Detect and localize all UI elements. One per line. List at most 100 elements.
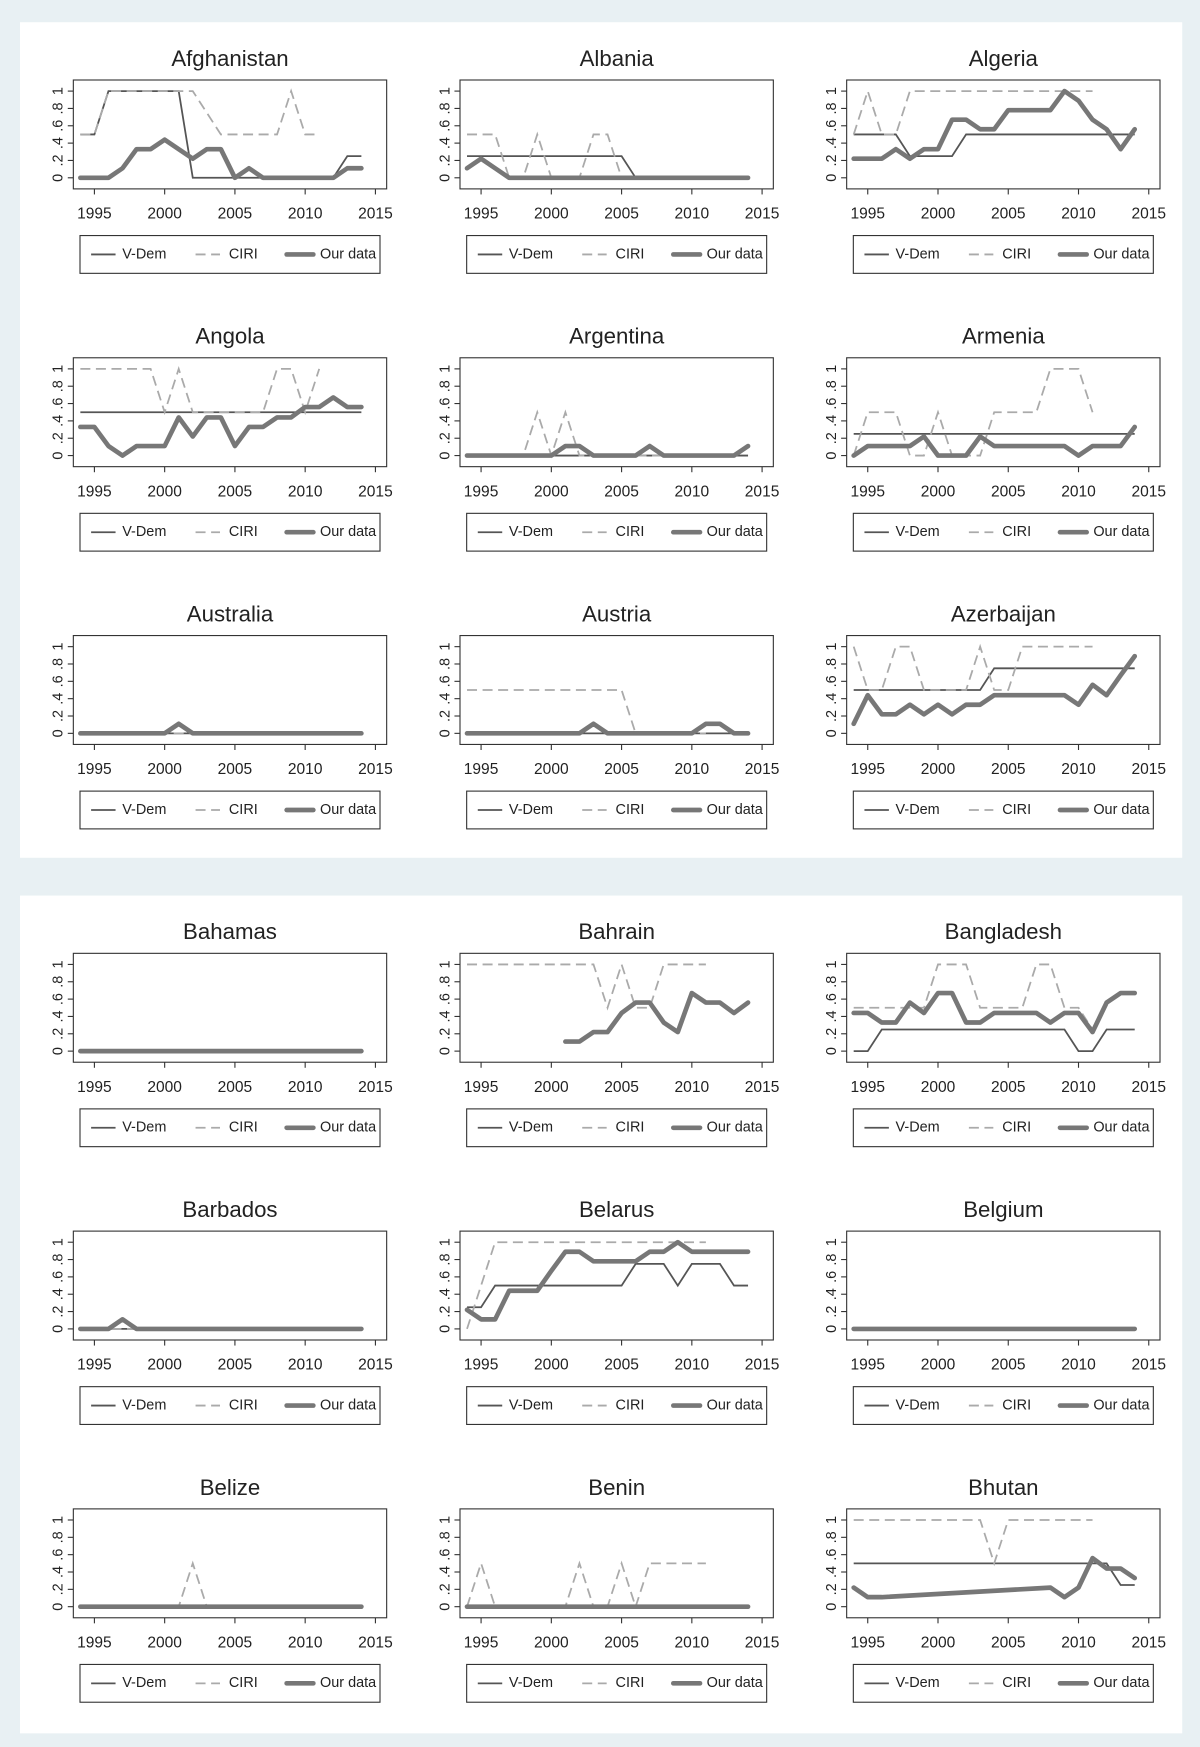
legend-label: Our data [1093, 1397, 1150, 1413]
legend-label: CIRI [616, 1675, 645, 1691]
x-tick-label: 1995 [464, 1357, 499, 1374]
legend-label: CIRI [229, 524, 258, 540]
x-tick-label: 2015 [358, 1357, 393, 1374]
legend [79, 790, 381, 830]
y-tick-label: .4 [437, 415, 453, 427]
legend-label: Our data [707, 1397, 764, 1413]
y-tick-label: .8 [437, 102, 453, 114]
x-tick-label: 2000 [147, 1079, 182, 1096]
x-tick-label: 2000 [534, 1357, 569, 1374]
y-tick-label: .6 [51, 675, 67, 687]
small-chart: Bhutan 1995 2000 2005 2010 2015 0 .2 .4 .6 .8 1 V-De… [824, 1475, 1166, 1703]
x-tick-label: 2000 [921, 1634, 956, 1651]
series-line [80, 365, 321, 416]
series-line [466, 1241, 706, 1330]
series-line [852, 367, 1094, 457]
series-line [78, 721, 364, 736]
chart-title: Benin [588, 1475, 645, 1500]
y-tick-label: 1 [824, 960, 840, 968]
x-tick-label: 2015 [358, 1079, 393, 1096]
series-line [853, 667, 1135, 691]
x-tick-label: 2015 [358, 761, 393, 778]
y-tick-label: .2 [437, 1583, 453, 1595]
y-tick-label: .4 [824, 1010, 840, 1022]
legend-label: V-Dem [896, 802, 940, 818]
y-tick-label: .4 [437, 1566, 453, 1578]
chart-title: Algeria [969, 46, 1039, 71]
chart-title: Bhutan [968, 1475, 1038, 1500]
y-tick-label: .8 [824, 658, 840, 670]
legend-label: V-Dem [509, 1397, 553, 1413]
chart-title: Albania [580, 46, 655, 71]
y-tick-label: .4 [437, 1010, 453, 1022]
small-chart: Benin 1995 2000 2005 2010 2015 0 .2 .4 .6 .8 1 V-Dem… [437, 1475, 779, 1703]
legend-label: CIRI [616, 1120, 645, 1136]
x-tick-label: 2000 [921, 761, 956, 778]
y-tick-label: .8 [437, 976, 453, 988]
y-tick-label: 1 [51, 960, 67, 968]
y-tick-label: 0 [437, 729, 453, 737]
y-tick-label: .4 [437, 1288, 453, 1300]
legend [852, 512, 1154, 552]
series-line [464, 443, 751, 458]
y-tick-label: .8 [51, 1254, 67, 1266]
x-tick-label: 1995 [77, 1634, 112, 1651]
x-tick-label: 2005 [991, 761, 1026, 778]
plot-area [459, 79, 774, 190]
x-tick-label: 2010 [1061, 1079, 1096, 1096]
x-tick-label: 2010 [675, 483, 710, 500]
x-tick-label: 2015 [1131, 1357, 1166, 1374]
series-line [851, 88, 1138, 162]
small-chart: Afghanistan 1995 2000 2005 2010 2015 0 .2 .4 .6 .8… [51, 46, 393, 274]
x-tick-label: 2000 [921, 1357, 956, 1374]
x-tick-label: 2000 [147, 1357, 182, 1374]
y-tick-label: .4 [824, 137, 840, 149]
y-tick-label: .4 [51, 1288, 67, 1300]
series-line [853, 1028, 1135, 1053]
y-tick-label: 0 [437, 452, 453, 460]
chart-title: Bangladesh [945, 919, 1062, 944]
x-tick-label: 2015 [1131, 761, 1166, 778]
legend [466, 790, 768, 830]
small-chart: Algeria 1995 2000 2005 2010 2015 0 .2 .4 .6 .8 1 V-D… [824, 46, 1166, 274]
x-tick-label: 2015 [1131, 1634, 1166, 1651]
legend [852, 790, 1154, 830]
legend-label: Our data [1093, 1120, 1150, 1136]
legend [79, 234, 381, 274]
y-tick-label: .8 [824, 380, 840, 392]
x-tick-label: 1995 [850, 206, 885, 223]
y-tick-label: 1 [437, 365, 453, 373]
legend-label: CIRI [1002, 246, 1031, 262]
x-tick-label: 1995 [77, 483, 112, 500]
legend-label: CIRI [616, 246, 645, 262]
legend-label: V-Dem [896, 1120, 940, 1136]
series-line [852, 88, 1093, 136]
legend-label: Our data [707, 802, 764, 818]
y-tick-label: 0 [51, 1603, 67, 1611]
legend-label: Our data [1093, 1675, 1150, 1691]
y-tick-label: .4 [51, 1010, 67, 1022]
x-tick-label: 1995 [464, 761, 499, 778]
y-tick-label: .8 [437, 658, 453, 670]
legend-label: V-Dem [509, 1675, 553, 1691]
legend-label: Our data [320, 246, 377, 262]
series-line [851, 424, 1138, 458]
x-tick-label: 2015 [1131, 483, 1166, 500]
y-tick-label: .4 [51, 693, 67, 705]
legend [79, 512, 381, 552]
y-tick-label: .2 [824, 1028, 840, 1040]
y-tick-label: 0 [824, 174, 840, 182]
y-tick-label: 0 [437, 1047, 453, 1055]
legend-label: V-Dem [896, 524, 940, 540]
y-tick-label: 0 [51, 729, 67, 737]
x-tick-label: 2010 [288, 206, 323, 223]
legend-label: V-Dem [122, 524, 166, 540]
y-tick-label: .2 [51, 1306, 67, 1318]
legend-label: CIRI [1002, 524, 1031, 540]
y-tick-label: .4 [824, 1288, 840, 1300]
x-tick-label: 2000 [534, 483, 569, 500]
y-tick-label: 1 [824, 87, 840, 95]
small-chart: Barbados 1995 2000 2005 2010 2015 0 .2 .4 .6 .8 1 V-… [51, 1197, 393, 1425]
y-tick-label: .4 [51, 137, 67, 149]
chart-title: Austria [582, 601, 652, 626]
